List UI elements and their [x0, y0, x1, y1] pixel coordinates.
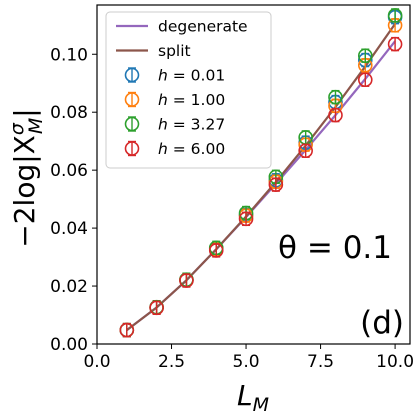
x-tick-label: 10.0: [376, 352, 414, 372]
y-axis-label: −2log|XσM|: [6, 108, 47, 247]
data-point-h-6.00: [298, 143, 313, 159]
axes: 0.0 2.5 5.0 7.5 10.0 0.00 0.02 0.04 0.06 0.08 0.10…: [6, 4, 414, 416]
marker-circle: [179, 273, 194, 288]
legend-label: h = 0.01: [158, 67, 225, 85]
data-point-h-3.27: [387, 8, 403, 23]
y-label-prefix: −2log|X: [8, 135, 41, 248]
marker-circle: [387, 36, 403, 52]
x-axis-label: LM: [237, 379, 269, 415]
legend-marker: [124, 116, 140, 132]
x-tick-label: 0.0: [83, 352, 110, 372]
marker-circle: [387, 8, 403, 23]
plot-area: [119, 8, 403, 338]
legend-entry-h-6.00: h = 6.00: [124, 140, 225, 158]
marker-circle: [298, 143, 313, 159]
marker-circle: [268, 177, 284, 192]
legend-label-value: = 3.27: [168, 116, 225, 134]
y-tick-label: 0.08: [50, 103, 88, 123]
legend-entry-split: split: [116, 42, 191, 60]
marker-circle: [119, 322, 135, 338]
legend-label: split: [158, 42, 191, 60]
x-label-base: L: [237, 379, 253, 412]
legend-marker: [124, 141, 140, 156]
marker-circle: [328, 89, 343, 105]
legend-marker: [124, 92, 140, 107]
data-point-h-6.00: [119, 322, 135, 338]
data-point-h-6.00: [357, 72, 373, 88]
data-point-h-6.00: [268, 177, 284, 192]
x-tick-label: 5.0: [233, 352, 260, 372]
y-label-sup: σ: [6, 122, 28, 135]
legend-label-value: = 0.01: [168, 67, 225, 85]
marker-circle: [357, 72, 373, 88]
data-point-h-6.00: [208, 243, 224, 258]
legend-entry-h-1.00: h = 1.00: [124, 91, 225, 109]
legend-entry-h-0.01: h = 0.01: [124, 67, 225, 85]
data-point-h-3.27: [357, 48, 373, 64]
y-tick-label: 0.00: [50, 335, 88, 355]
marker-circle: [149, 300, 164, 316]
legend-label-symbol: h: [158, 116, 168, 134]
legend-entry-degenerate: degenerate: [116, 18, 248, 36]
legend-marker: [124, 67, 140, 83]
legend-label-symbol: h: [158, 140, 168, 158]
marker-circle: [238, 211, 254, 227]
y-tick-label: 0.02: [50, 277, 88, 297]
marker-circle: [357, 48, 373, 64]
y-tick-label: 0.06: [50, 161, 88, 181]
legend-entry-h-3.27: h = 3.27: [124, 116, 225, 134]
legend-label: degenerate: [158, 18, 248, 36]
x-label-sub: M: [253, 394, 269, 415]
y-tick-label: 0.10: [50, 45, 88, 65]
data-point-h-6.00: [387, 36, 403, 52]
annotation-theta: θ = 0.1: [278, 230, 392, 266]
y-tick-label: 0.04: [50, 219, 88, 239]
legend-label-value: = 6.00: [168, 140, 225, 158]
data-point-h-6.00: [179, 273, 194, 288]
marker-circle: [208, 243, 224, 258]
axes-frame: [96, 4, 411, 345]
legend-label: h = 3.27: [158, 116, 225, 134]
legend-label-value: = 1.00: [168, 91, 225, 109]
data-point-h-6.00: [149, 300, 164, 316]
data-point-h-6.00: [328, 107, 343, 123]
data-point-h-3.27: [328, 89, 343, 105]
panel-label: (d): [360, 305, 404, 341]
legend-label: h = 1.00: [158, 91, 225, 109]
y-label-suffix: |: [8, 108, 41, 117]
legend-label-symbol: h: [158, 67, 168, 85]
data-point-h-6.00: [238, 211, 254, 227]
line-split: [126, 23, 397, 331]
x-tick-label: 7.5: [307, 352, 334, 372]
x-tick-label: 2.5: [158, 352, 185, 372]
marker-circle: [328, 107, 343, 123]
legend-label: h = 6.00: [158, 140, 225, 158]
legend-label-symbol: h: [158, 91, 168, 109]
y-label-sub: M: [25, 118, 47, 134]
